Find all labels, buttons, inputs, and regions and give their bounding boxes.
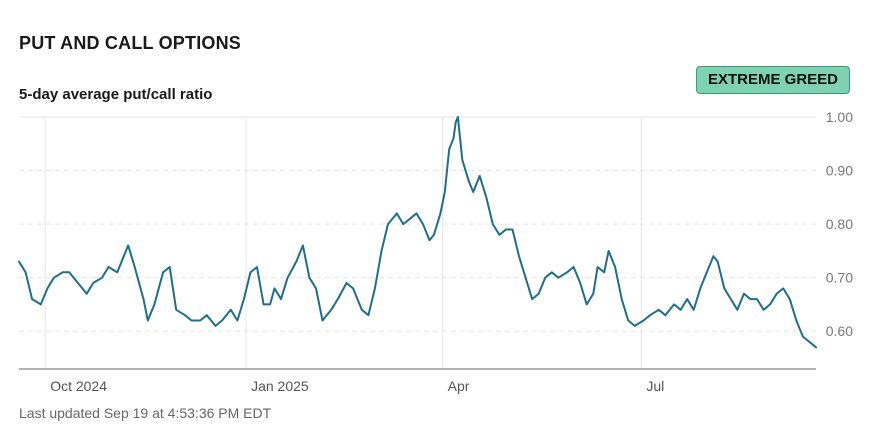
x-tick-label: Apr — [448, 378, 470, 394]
series-line — [18, 116, 817, 349]
sentiment-badge: EXTREME GREED — [696, 66, 850, 94]
x-tick-label: Jan 2025 — [251, 378, 309, 394]
grid-layer — [19, 116, 816, 369]
last-updated-text: Last updated Sep 19 at 4:53:36 PM EDT — [19, 405, 272, 421]
chart-title: PUT AND CALL OPTIONS — [19, 33, 242, 53]
y-tick-label: 0.90 — [826, 163, 853, 179]
x-tick-label: Oct 2024 — [50, 378, 107, 394]
y-tick-label: 0.60 — [826, 323, 853, 339]
y-tick-label: 0.80 — [826, 216, 853, 232]
y-tick-label: 0.70 — [826, 270, 853, 286]
series-layer — [18, 116, 817, 349]
y-tick-label: 1.00 — [826, 109, 853, 125]
x-tick-label: Jul — [646, 378, 664, 394]
chart-subtitle: 5-day average put/call ratio — [19, 86, 213, 103]
axis-layer: 1.00 0.90 0.80 0.70 0.60 Oct 2024 Jan 2025 Apr J… — [19, 109, 853, 394]
